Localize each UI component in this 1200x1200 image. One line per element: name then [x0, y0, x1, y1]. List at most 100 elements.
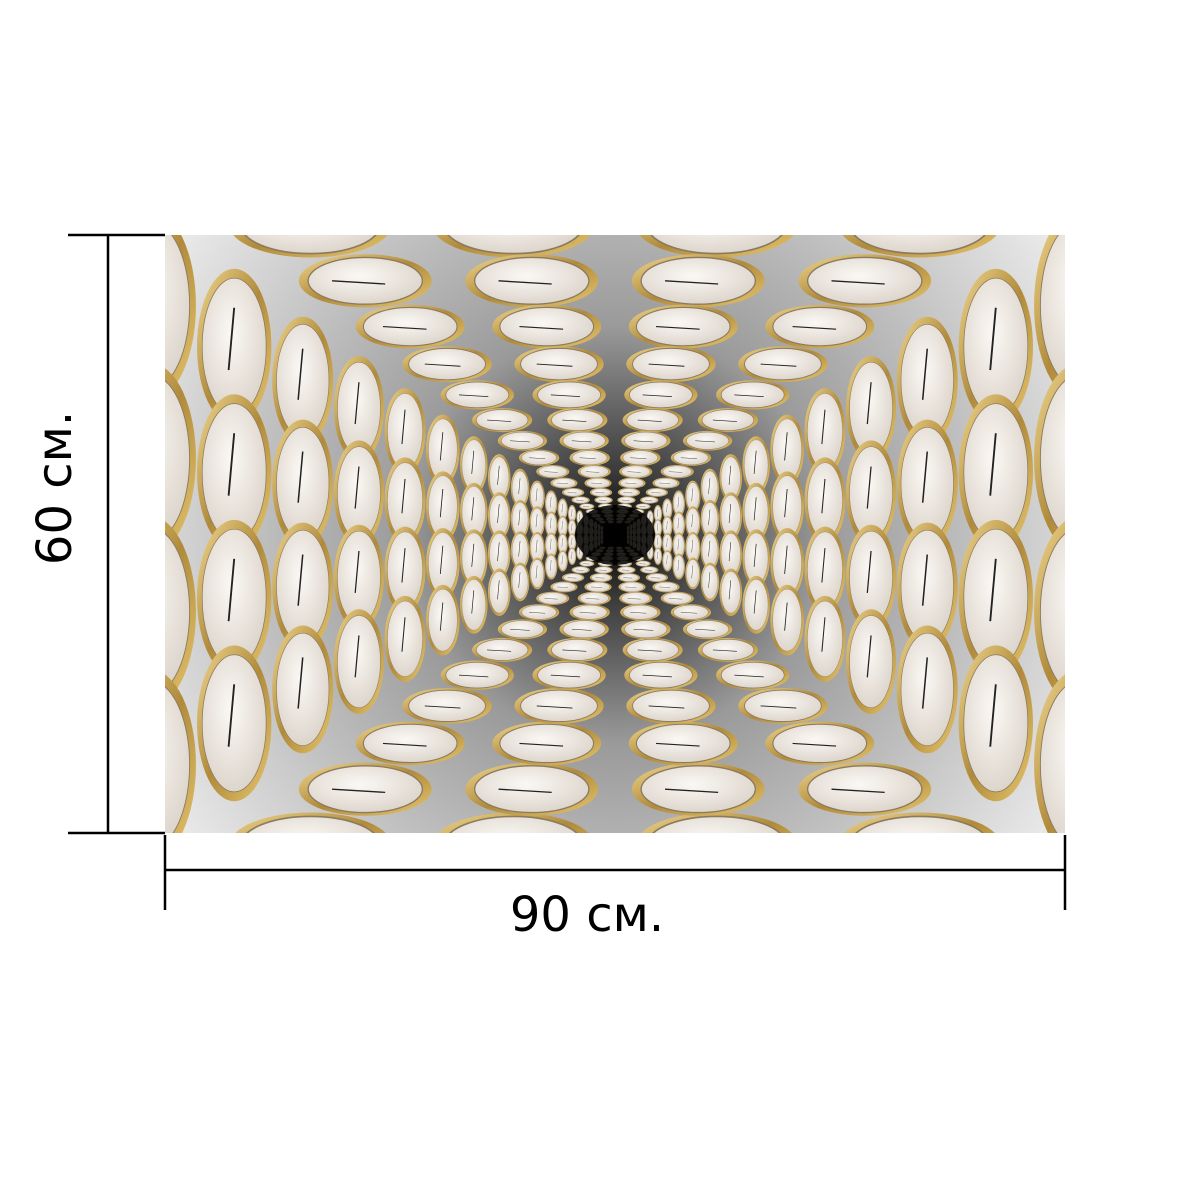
clock-face: [654, 582, 678, 592]
clock-hand: [473, 225, 538, 229]
clock-hand: [144, 411, 151, 487]
clock-face: [629, 661, 693, 689]
clock-hand: [728, 504, 732, 524]
clock-hand: [585, 598, 600, 600]
clock-face: [276, 632, 330, 746]
clock-hand: [677, 538, 679, 550]
clock-face: [538, 465, 568, 478]
clock-hand: [510, 628, 530, 631]
clock-hand: [637, 419, 662, 422]
clock-face: [530, 559, 544, 588]
clock-face: [572, 450, 608, 466]
clock-face: [720, 381, 785, 409]
clock-hand: [879, 225, 944, 229]
clock-hand: [728, 542, 732, 562]
clock-hand: [676, 225, 741, 229]
clock-face: [636, 560, 650, 567]
clock-hand: [227, 558, 236, 622]
clock-face: [595, 496, 612, 504]
clock-hand: [651, 492, 661, 494]
clock-hand: [784, 488, 788, 518]
clock-hand: [561, 503, 563, 513]
clock-face: [579, 592, 609, 605]
clock-face: [620, 478, 644, 488]
clock-face: [652, 815, 781, 833]
clock-hand: [535, 565, 538, 579]
clock-hand: [657, 509, 659, 517]
clock-hand: [354, 382, 360, 425]
clock-face: [620, 582, 644, 592]
clock-hand: [627, 598, 641, 600]
clock-face: [900, 632, 954, 746]
clock-face: [165, 686, 191, 833]
clock-face: [701, 564, 719, 600]
clock-hand: [518, 478, 521, 494]
clock-face: [387, 600, 423, 677]
clock-hand: [666, 503, 668, 513]
clock-face: [1039, 686, 1065, 833]
clock-hand: [1073, 717, 1080, 793]
clock-hand: [666, 521, 668, 530]
clock-face: [563, 488, 583, 497]
clock-face: [772, 306, 868, 347]
clock-face: [500, 620, 544, 639]
clock-hand: [784, 432, 788, 461]
clock-face: [744, 579, 769, 631]
clock-hand: [487, 419, 512, 422]
clock-face: [521, 450, 557, 466]
clock-hand: [712, 649, 737, 652]
clock-hand: [571, 509, 573, 517]
clock-hand: [458, 674, 489, 678]
clock-face: [520, 689, 598, 723]
clock-hand: [691, 514, 694, 527]
clock-face: [580, 503, 594, 510]
clock-hand: [921, 554, 929, 606]
clock-hand: [668, 598, 683, 600]
clock-hand: [497, 580, 500, 600]
clock-hand: [708, 572, 711, 588]
clock-face: [619, 573, 639, 582]
clock-face: [662, 465, 692, 478]
clock-face: [744, 689, 822, 723]
clock-face: [673, 554, 685, 579]
clock-hand: [648, 705, 685, 709]
clock-hand: [649, 548, 651, 555]
clock-hand: [708, 478, 711, 494]
clock-hand: [562, 649, 587, 652]
clock-hand: [623, 577, 633, 579]
clock-hand: [528, 457, 546, 459]
clock-face: [626, 409, 679, 431]
clock-hand: [473, 845, 538, 849]
clock-face: [558, 551, 568, 571]
clock-face: [686, 431, 730, 450]
clock-hand: [676, 845, 741, 849]
clock-hand: [989, 433, 997, 496]
clock-face: [551, 409, 604, 431]
clock-hand: [567, 577, 577, 579]
clock-hand: [550, 560, 552, 571]
clock-face: [662, 551, 672, 571]
clock-hand: [535, 514, 538, 527]
clock-hand: [354, 550, 360, 593]
clock-face: [551, 639, 604, 661]
clock-face: [619, 488, 639, 497]
clock-hand: [866, 550, 872, 593]
clock-hand: [642, 394, 672, 397]
clock-hand: [550, 496, 552, 508]
clock-face: [521, 604, 557, 620]
clock-face: [445, 381, 510, 409]
clock-hand: [677, 517, 679, 529]
clock-hand: [691, 488, 694, 502]
clock-face: [673, 450, 709, 466]
clock-face: [449, 815, 578, 833]
clock-face: [647, 573, 667, 582]
clock-hand: [550, 538, 552, 550]
clock-hand: [497, 465, 500, 485]
clock-face: [853, 235, 986, 255]
clock-hand: [144, 717, 151, 793]
clock-hand: [760, 363, 797, 367]
clock-hand: [831, 788, 885, 794]
clock-face: [579, 465, 609, 478]
clock-hand: [753, 450, 757, 474]
